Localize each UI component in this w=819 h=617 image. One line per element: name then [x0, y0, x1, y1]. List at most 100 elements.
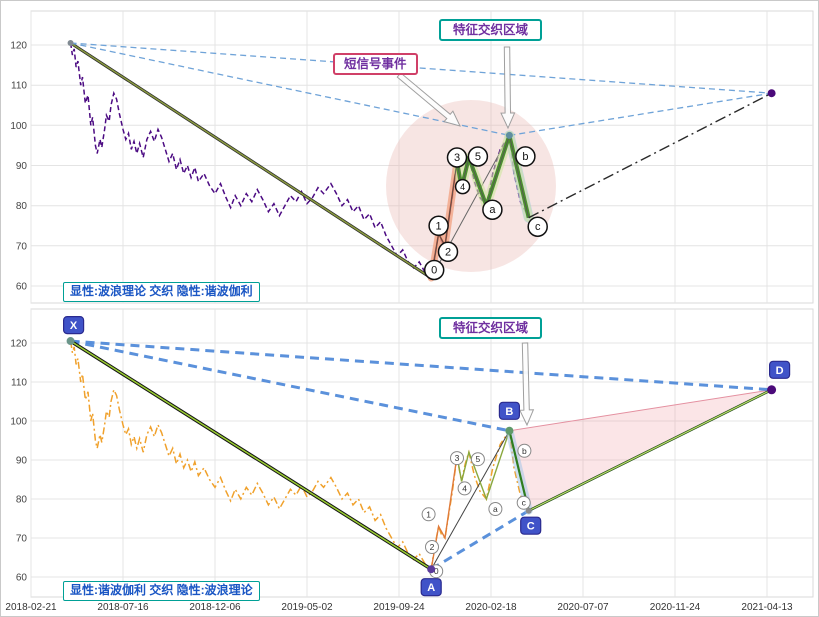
- x-tick-label: 2018-02-21: [5, 602, 57, 613]
- short-signal-label: 短信号事件: [333, 53, 418, 76]
- y-tick-label: 70: [16, 241, 28, 252]
- harmonic-badge-X: [62, 316, 85, 335]
- wave-marker-top-c: [527, 216, 548, 237]
- wave-marker-bottom-label: 4: [462, 483, 467, 493]
- top-zone-label: 特征交织区域: [439, 19, 543, 42]
- y-tick-label: 110: [11, 81, 27, 92]
- pointer-arrow: [519, 342, 535, 427]
- wave-marker-bottom-label: a: [493, 504, 498, 514]
- wave-marker-top-label: a: [489, 204, 496, 216]
- wave-marker-top-label: b: [522, 151, 528, 163]
- wave-marker-bottom-2: [425, 540, 439, 554]
- x-tick-label: 2018-07-16: [97, 602, 149, 613]
- wave-marker-bottom-c: [516, 495, 531, 510]
- d-point-dot: [767, 89, 776, 98]
- wave-marker-top-4: [454, 178, 471, 195]
- y-tick-label: 100: [10, 417, 27, 428]
- y-tick-label: 90: [16, 161, 28, 172]
- a-point-dot-bottom: [427, 565, 436, 574]
- x-tick-label: 2020-11-24: [650, 602, 701, 613]
- wave-marker-bottom-4: [457, 481, 472, 496]
- xa-trendline-olive: [70, 42, 432, 279]
- x-tick-label: 2021-04-13: [741, 602, 793, 613]
- y-tick-label: 120: [10, 339, 27, 350]
- wave-marker-bottom-b: [517, 443, 532, 458]
- wave-marker-bottom-5: [470, 452, 485, 467]
- x-tick-label: 2019-09-24: [373, 602, 425, 613]
- wave-marker-top-label: 2: [445, 246, 451, 258]
- x-point-dot-bottom: [66, 337, 75, 346]
- wave-marker-top-5: [467, 146, 489, 167]
- grid: [30, 10, 814, 598]
- b-point-dot-bottom: [505, 426, 514, 435]
- wave-marker-bottom-label: c: [522, 498, 527, 508]
- ab-leg-thin: [430, 430, 510, 570]
- top-panel: 0 1 2 3 4 5 a b c: [67, 39, 776, 282]
- y-tick-label: 70: [16, 534, 28, 545]
- y-tick-label: 90: [16, 456, 28, 467]
- harmonic-badge-C: [520, 516, 542, 535]
- x-tick-label: 2019-05-02: [281, 602, 333, 613]
- harmonic-badge-label: X: [70, 320, 78, 332]
- y-tick-label: 120: [10, 41, 27, 52]
- wave-marker-top-3: [446, 147, 468, 168]
- blue-projection-dashed: [70, 42, 772, 94]
- wave-marker-bottom-3: [450, 451, 464, 466]
- x-point-dot: [67, 39, 74, 46]
- wave-marker-top-label: 0: [431, 265, 437, 277]
- wave-marker-bottom-label: 0: [434, 566, 439, 576]
- price-line-top: [69, 42, 530, 280]
- x-tick-label: 2020-07-07: [557, 602, 609, 613]
- harmonic-badge-A: [420, 578, 442, 597]
- axis-labels: 12011010090807060120110100908070602018-0…: [5, 41, 793, 614]
- wave-marker-top-2: [437, 241, 459, 263]
- wave-marker-bottom-label: b: [522, 446, 527, 456]
- pointer-arrow: [500, 46, 516, 130]
- y-tick-label: 100: [10, 121, 27, 132]
- wave-marker-top-1: [428, 215, 449, 237]
- wave-marker-bottom-label: 1: [426, 509, 431, 519]
- d-point-dot-bottom: [767, 385, 777, 395]
- x-tick-label: 2020-02-18: [465, 602, 517, 613]
- xa-leg-green: [70, 340, 432, 570]
- x-tick-label: 2018-12-06: [189, 602, 241, 613]
- harmonic-badge-label: D: [776, 365, 784, 377]
- y-tick-label: 80: [16, 495, 28, 506]
- harmonic-badge-label: A: [427, 582, 435, 594]
- y-tick-label: 80: [16, 201, 28, 212]
- harmonic-badge-B: [498, 401, 520, 420]
- b-point-dot: [505, 131, 513, 139]
- wave-marker-bottom-1: [421, 507, 436, 522]
- harmonic-badge-label: B: [505, 406, 513, 418]
- bottom-panel: 0 1 2 3 4 5 a b c X A B C D: [62, 316, 791, 597]
- wave-marker-top-b: [515, 146, 536, 167]
- bottom-zone-label: 特征交织区域: [439, 317, 543, 340]
- wave-marker-top-0: [423, 259, 445, 281]
- wave-marker-top-label: c: [535, 221, 541, 233]
- cd-leg-green: [528, 389, 772, 512]
- wave-marker-top-label: 5: [475, 151, 481, 163]
- wave-marker-top-label: 1: [436, 220, 442, 232]
- harmonic-dashed-line: [70, 339, 772, 392]
- wave-marker-top-a: [482, 199, 503, 220]
- wave-marker-bottom-label: 3: [455, 453, 460, 463]
- harmonic-badge-D: [768, 360, 791, 379]
- blue-projection-dashed: [70, 42, 510, 137]
- wave-marker-top-label: 3: [454, 152, 460, 164]
- y-tick-label: 60: [16, 573, 28, 584]
- wave-marker-top-label: 4: [460, 182, 465, 192]
- cd-dashdot-projection: [528, 92, 772, 219]
- harmonic-badge-label: C: [527, 521, 535, 533]
- pointer-arrow: [396, 72, 461, 127]
- bottom-caption: 显性:谐波伽利 交织 隐性:波浪理论: [63, 581, 260, 601]
- y-tick-label: 110: [11, 378, 27, 389]
- wave-marker-bottom-label: 2: [430, 542, 435, 552]
- harmonic-dashed-line: [430, 509, 530, 571]
- harmonic-dashed-line: [70, 339, 510, 433]
- c-point-dot-bottom: [525, 507, 532, 514]
- wave-marker-bottom-a: [488, 502, 503, 516]
- focus-ellipse: [386, 100, 556, 272]
- wave-marker-bottom-label: 5: [476, 454, 481, 464]
